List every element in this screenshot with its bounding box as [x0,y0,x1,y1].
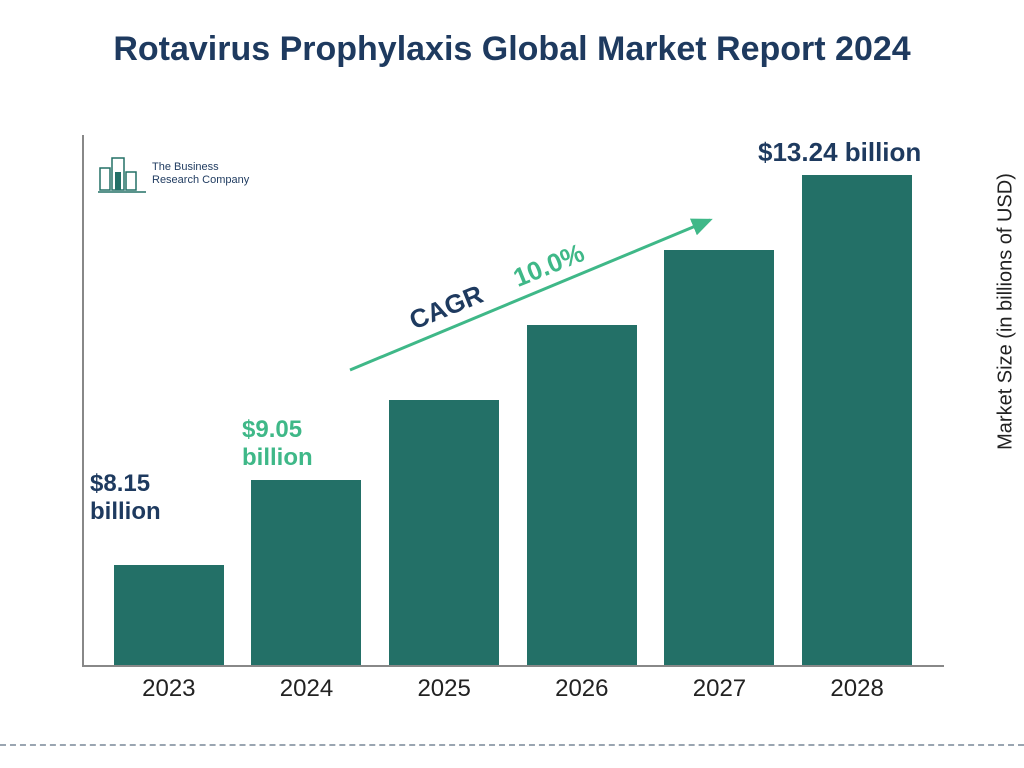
x-axis-labels: 2023 2024 2025 2026 2027 2028 [82,675,944,703]
x-label-1: 2024 [251,675,361,703]
data-label-2024: $9.05 billion [242,416,352,471]
x-label-0: 2023 [114,675,224,703]
data-label-2028: $13.24 billion [758,138,921,168]
data-label-2023: $8.15 billion [90,470,200,525]
cagr-arrow-icon [340,200,730,380]
bar-2023 [114,565,224,665]
bottom-divider [0,744,1024,746]
x-label-2: 2025 [389,675,499,703]
x-label-4: 2027 [664,675,774,703]
x-label-5: 2028 [802,675,912,703]
bar-2024 [251,480,361,665]
cagr-annotation: CAGR 10.0% [340,200,730,380]
chart-title: Rotavirus Prophylaxis Global Market Repo… [0,0,1024,71]
bar-2028 [802,175,912,665]
y-axis-label: Market Size (in billions of USD) [995,173,1018,450]
x-axis-line [82,665,944,667]
x-label-3: 2026 [527,675,637,703]
bar-2025 [389,400,499,665]
